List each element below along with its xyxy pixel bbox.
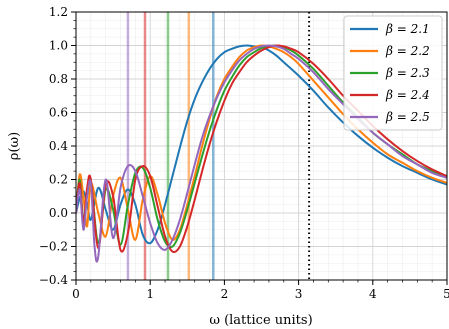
y-tick-label: 0.4 bbox=[49, 139, 68, 153]
legend-entry: β = 2.4 bbox=[385, 88, 430, 102]
x-axis-label: ω (lattice units) bbox=[209, 313, 312, 328]
x-tick-label: 5 bbox=[443, 287, 449, 301]
axes: 0 1 2 3 4 5 −0.4 −0.2 0.0 0.2 0.4 0.6 0.8 1.0 1.2 bbox=[39, 5, 449, 301]
x-tick-label: 1 bbox=[146, 287, 154, 301]
y-tick-label: 0.2 bbox=[49, 173, 68, 187]
series-line bbox=[76, 44, 447, 263]
legend: β = 2.1 β = 2.2 β = 2.3 β = 2.4 β = 2.5 bbox=[343, 15, 443, 131]
y-tick-label: 0.6 bbox=[49, 106, 68, 120]
legend-entry: β = 2.2 bbox=[385, 44, 430, 58]
x-tick-label: 3 bbox=[295, 287, 303, 301]
legend-entry: β = 2.1 bbox=[385, 22, 430, 36]
y-tick-label: 1.2 bbox=[49, 5, 68, 19]
y-axis-label: ρ(ω) bbox=[7, 132, 22, 160]
series-line bbox=[76, 44, 447, 248]
legend-entry: β = 2.3 bbox=[385, 66, 430, 80]
y-tick-label: 0.0 bbox=[49, 206, 68, 220]
series-line bbox=[76, 44, 447, 254]
y-tick-label: 1.0 bbox=[49, 39, 68, 53]
x-tick-label: 2 bbox=[221, 287, 229, 301]
legend-entry: β = 2.5 bbox=[385, 110, 430, 124]
legend-box bbox=[343, 15, 443, 131]
x-tick-label: 0 bbox=[72, 287, 80, 301]
y-tick-label: 0.8 bbox=[49, 72, 68, 86]
y-tick-label: −0.4 bbox=[39, 273, 69, 287]
x-tick-label: 4 bbox=[369, 287, 377, 301]
y-tick-label: −0.2 bbox=[39, 240, 68, 254]
